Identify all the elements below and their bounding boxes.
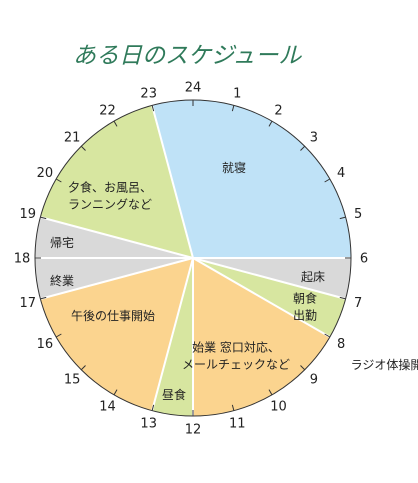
hour-tick [40, 296, 47, 300]
slice-divider-2 [192, 257, 346, 300]
segment-label-0: 就寝 [222, 160, 246, 175]
segment-label-line: 夕食、お風呂、 [68, 180, 152, 195]
hour-label-16: 16 [37, 337, 54, 352]
hour-label-24: 24 [185, 81, 202, 96]
segment-label-4: 昼食 [162, 387, 186, 402]
segment-label-1: 起床 [301, 270, 325, 284]
segment-label-line: 終業 [50, 273, 74, 288]
hour-tick [300, 365, 306, 371]
segment-label-8: 夕食、お風呂、ランニングなど [68, 180, 152, 212]
hour-label-15: 15 [64, 372, 81, 387]
hour-label-6: 6 [360, 252, 368, 267]
segment-label-line: ランニングなど [68, 198, 152, 212]
hour-label-21: 21 [64, 131, 81, 146]
segment-label-line: 帰宅 [50, 235, 74, 250]
hour-label-10: 10 [270, 400, 287, 415]
hour-tick [268, 120, 273, 127]
hour-label-20: 20 [37, 166, 54, 181]
slice-divider-8 [40, 216, 194, 259]
hour-tick [113, 389, 118, 396]
clock-rim [34, 99, 352, 417]
hour-tick [151, 404, 155, 411]
hour-label-13: 13 [140, 417, 157, 432]
hour-tick [80, 145, 86, 151]
slice-3 [193, 258, 330, 416]
hour-label-17: 17 [20, 296, 37, 311]
hour-label-1: 1 [233, 86, 241, 101]
hour-ticks [35, 100, 351, 416]
segment-label-5: 午後の仕事開始 [71, 309, 155, 323]
hour-label-12: 12 [185, 423, 202, 438]
segment-label-6: 終業 [50, 273, 74, 288]
hour-label-11: 11 [229, 417, 246, 432]
segment-label-7: 帰宅 [50, 235, 74, 250]
hour-tick [339, 296, 346, 300]
segment-label-line: 昼食 [162, 387, 186, 402]
hour-tick [80, 365, 86, 371]
hour-tick [40, 216, 47, 220]
slice-0 [152, 99, 351, 258]
hour-label-19: 19 [20, 207, 37, 222]
hour-tick [231, 105, 235, 112]
segment-label-line: 出勤 [293, 309, 317, 323]
hour-label-3: 3 [310, 131, 318, 146]
hour-tick [231, 404, 235, 411]
hour-label-14: 14 [99, 400, 116, 415]
hour-tick [300, 145, 306, 151]
annotation-0: ラジオ体操開始 [351, 357, 418, 372]
segment-label-line: 朝食 [293, 291, 317, 306]
hour-label-2: 2 [274, 103, 282, 118]
hour-label-4: 4 [337, 166, 345, 181]
hour-label-5: 5 [354, 207, 362, 222]
hour-tick [339, 216, 346, 220]
slice-divider-6 [40, 257, 194, 300]
hour-label-7: 7 [354, 296, 362, 311]
hour-label-18: 18 [14, 252, 31, 267]
slice-2 [193, 258, 346, 337]
segment-label-line: 就寝 [222, 160, 246, 175]
segment-label-3: 始業 窓口対応、メールチェックなど [182, 340, 290, 372]
hour-tick [268, 389, 273, 396]
segment-label-line: メールチェックなど [182, 358, 290, 372]
slice-5 [40, 258, 193, 411]
hour-tick [55, 333, 62, 338]
slice-dividers [35, 105, 351, 416]
segment-label-line: 午後の仕事開始 [71, 309, 155, 323]
slice-divider-0 [151, 105, 194, 259]
hour-tick [113, 120, 118, 127]
slice-divider-5 [151, 257, 194, 411]
hour-tick [151, 105, 155, 112]
chart-title: ある日のスケジュール [73, 43, 302, 69]
hour-label-23: 23 [140, 86, 157, 101]
slice-8 [40, 105, 193, 258]
segment-label-line: 起床 [301, 270, 325, 284]
annotations: ラジオ体操開始 [351, 357, 418, 372]
hour-tick [55, 178, 62, 183]
hour-label-8: 8 [337, 337, 345, 352]
slice-divider-3 [192, 257, 331, 338]
hour-label-22: 22 [99, 103, 116, 118]
hour-tick [324, 178, 331, 183]
segment-label-2: 朝食出勤 [293, 291, 317, 323]
hour-tick [324, 333, 331, 338]
segment-label-line: 始業 窓口対応、 [192, 340, 280, 355]
hour-label-9: 9 [310, 372, 318, 387]
